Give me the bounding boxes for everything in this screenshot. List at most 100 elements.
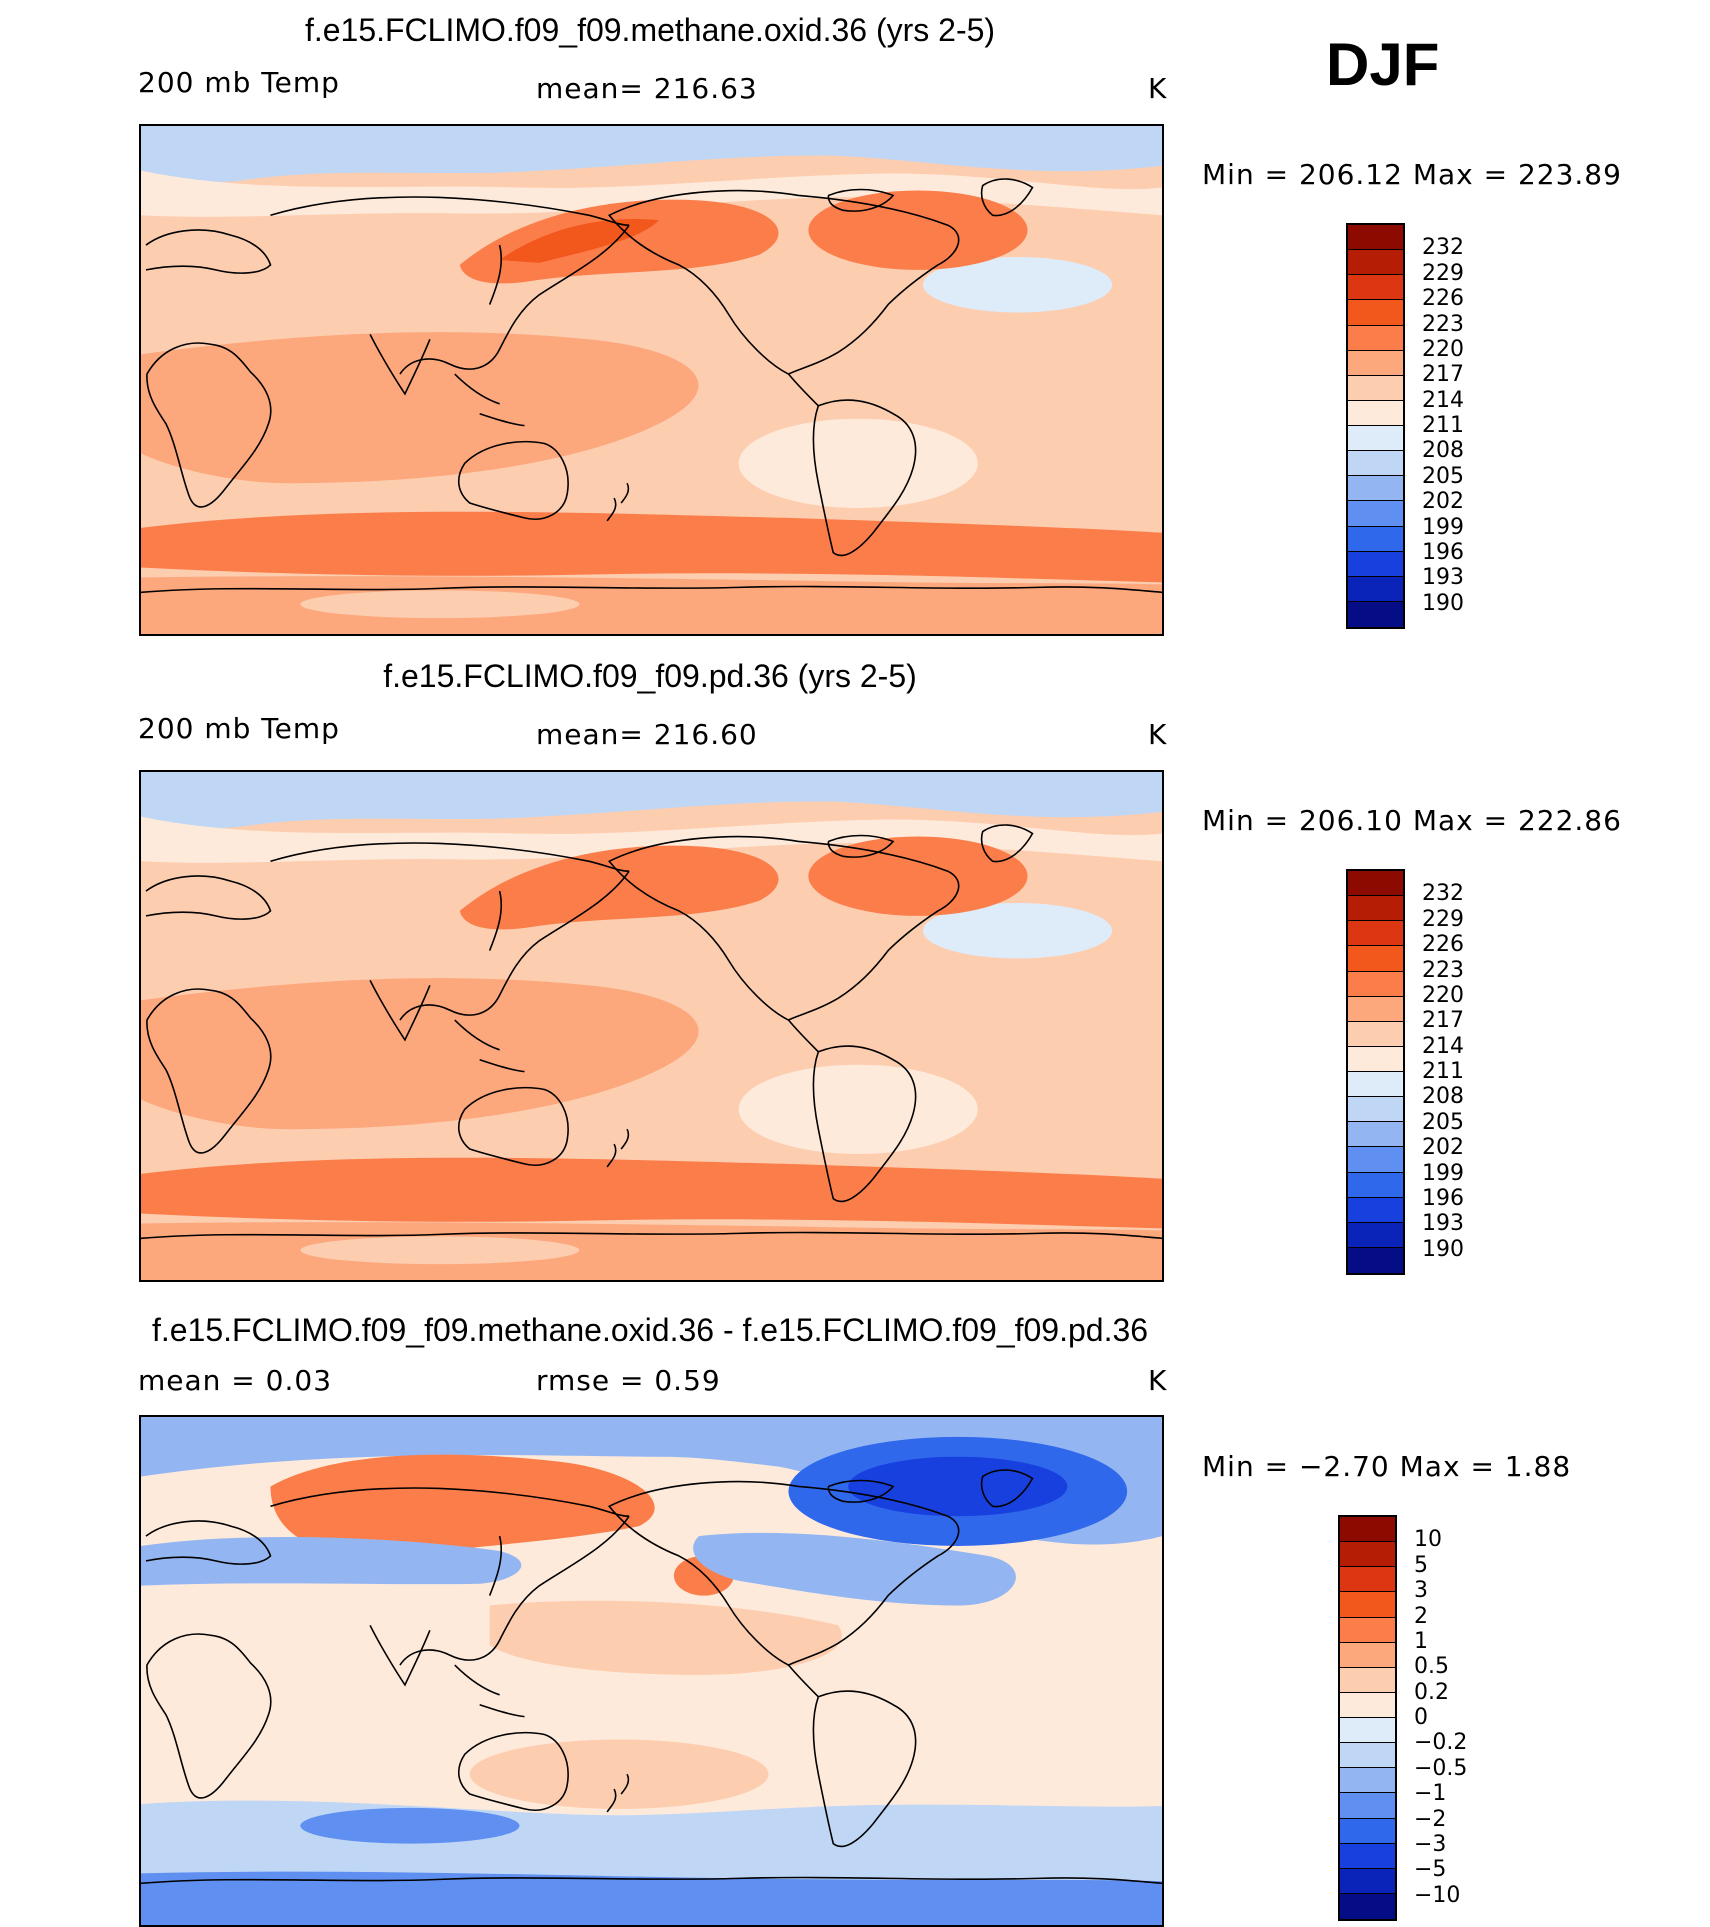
coastline (145, 1520, 272, 1565)
colorbar-swatch (1348, 1072, 1403, 1098)
field-blob-atlantic (922, 902, 1113, 959)
panel-2-title: f.e15.FCLIMO.f09_f09.pd.36 (yrs 2-5) (383, 658, 917, 694)
panel-1-units-label: K (1148, 72, 1168, 105)
panel-3-rmse-label: rmse = 0.59 (536, 1364, 721, 1397)
colorbar-swatch (1340, 1793, 1395, 1819)
panel-1-mean-label: mean= 216.63 (536, 72, 758, 105)
colorbar-swatch (1348, 1172, 1403, 1198)
panel-2-units-label: K (1148, 718, 1168, 751)
map-svg (141, 126, 1162, 634)
colorbar-swatch (1348, 451, 1403, 477)
coastline (369, 334, 431, 396)
coastline (606, 1773, 630, 1813)
panel-3-title: f.e15.FCLIMO.f09_f09.methane.oxid.36 - f… (151, 1312, 1149, 1348)
colorbar-swatch (1348, 1122, 1403, 1148)
panel-1-title: f.e15.FCLIMO.f09_f09.methane.oxid.36 (yr… (304, 12, 996, 48)
colorbar-swatch (1348, 601, 1403, 627)
colorbar-tick-label: 217 (1422, 1008, 1464, 1034)
colorbar-swatch (1348, 501, 1403, 527)
colorbar-tick-label: 190 (1422, 590, 1464, 616)
coastline (457, 1086, 569, 1166)
colorbar-tick-label: 232 (1422, 881, 1464, 907)
field-jet-core (499, 865, 659, 909)
colorbar-tick-label: 190 (1422, 1236, 1464, 1262)
coastline (270, 842, 630, 873)
panel-3-map (139, 1415, 1164, 1927)
colorbar-swatch (1348, 871, 1403, 897)
colorbar-swatch (1348, 1222, 1403, 1248)
field-diff-antarctic (141, 1871, 1162, 1925)
coastline (607, 835, 960, 1021)
panel-1-colorbar (1346, 223, 1405, 629)
field-band-north (141, 170, 1162, 217)
field-blob-canada (808, 836, 1028, 916)
colorbar-tick-label: 205 (1422, 463, 1464, 489)
colorbar-tick-label: 232 (1422, 235, 1464, 261)
coastline (812, 1045, 917, 1203)
coastline (457, 1731, 569, 1811)
field-diff-tropics (489, 1600, 842, 1675)
colorbar-tick-label: 214 (1422, 387, 1464, 413)
colorbar-tick-label: 211 (1422, 413, 1464, 438)
panel-3-units-label: K (1148, 1364, 1168, 1397)
field-pale-pacific (738, 1064, 978, 1154)
panel-3-minmax-label: Min = −2.70 Max = 1.88 (1202, 1450, 1572, 1483)
colorbar-swatch (1348, 275, 1403, 301)
coastline (606, 482, 630, 522)
colorbar-swatch (1348, 526, 1403, 552)
colorbar-swatch (1348, 576, 1403, 602)
field-band-north (141, 816, 1162, 863)
colorbar-tick-label: 211 (1422, 1059, 1464, 1084)
coastline (488, 244, 503, 305)
panel-1-minmax-label: Min = 206.12 Max = 223.89 (1202, 158, 1622, 191)
coastline (827, 188, 895, 212)
coastline (787, 1019, 819, 1053)
colorbar-swatch (1348, 225, 1403, 251)
coastline (141, 1876, 1162, 1885)
colorbar-tick-label: −2 (1414, 1806, 1447, 1832)
colorbar-swatch (1340, 1818, 1395, 1844)
field-pale-antarctic (300, 1236, 580, 1265)
field-pale-pacific (738, 418, 978, 508)
colorbar-tick-label: 226 (1422, 932, 1464, 958)
colorbar-swatch (1348, 350, 1403, 376)
colorbar-swatch (1348, 250, 1403, 276)
colorbar-swatch (1340, 1667, 1395, 1693)
panel-3-colorbar (1338, 1515, 1397, 1921)
field-blob-canada (808, 190, 1028, 270)
colorbar-swatch (1340, 1718, 1395, 1744)
colorbar-tick-label: 199 (1422, 1160, 1464, 1186)
colorbar-tick-label: −10 (1414, 1882, 1461, 1908)
coastline (399, 1515, 630, 1666)
coastline (787, 1664, 819, 1698)
field-diff-south-pacific (469, 1739, 769, 1809)
colorbar-tick-label: 0 (1414, 1705, 1428, 1730)
colorbar-tick-label: 3 (1414, 1578, 1428, 1604)
colorbar-tick-label: 2 (1414, 1603, 1428, 1629)
field-blob-atlantic (922, 256, 1113, 313)
field-tropical-band (141, 332, 699, 484)
coastline (270, 1487, 630, 1518)
colorbar-swatch (1348, 946, 1403, 972)
field-tropical-band (141, 978, 699, 1130)
colorbar-swatch (1348, 971, 1403, 997)
coastline (980, 824, 1034, 863)
coastline (454, 373, 525, 427)
colorbar-tick-label: 193 (1422, 565, 1464, 591)
colorbar-swatch (1340, 1642, 1395, 1668)
colorbar-swatch (1340, 1617, 1395, 1643)
coastline (488, 1535, 503, 1596)
field-jet-core (499, 219, 659, 263)
panel-2-colorbar (1346, 869, 1405, 1275)
field-cold-north (141, 772, 1162, 828)
colorbar-swatch (1348, 1147, 1403, 1173)
colorbar-swatch (1340, 1893, 1395, 1919)
coastline (980, 1469, 1034, 1508)
colorbar-swatch (1348, 551, 1403, 577)
panel-3-mean-label: mean = 0.03 (138, 1364, 333, 1397)
colorbar-swatch (1348, 325, 1403, 351)
coastline (399, 224, 630, 375)
colorbar-swatch (1340, 1868, 1395, 1894)
colorbar-tick-label: 199 (1422, 514, 1464, 540)
coastline (146, 1633, 272, 1799)
